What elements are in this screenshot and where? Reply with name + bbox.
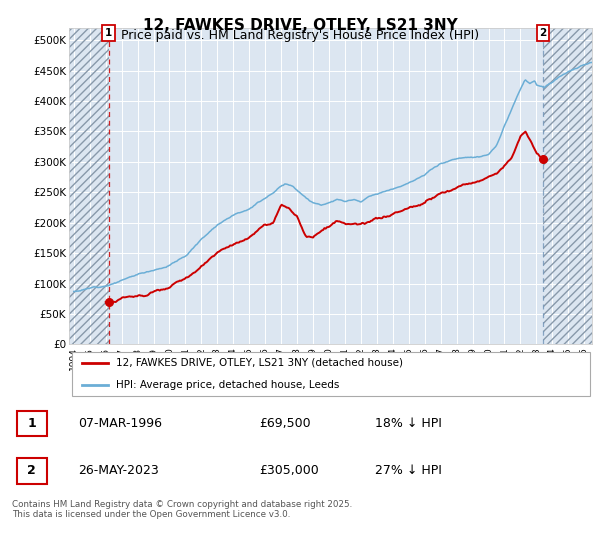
Text: £69,500: £69,500 — [260, 417, 311, 430]
Text: 27% ↓ HPI: 27% ↓ HPI — [375, 464, 442, 477]
Text: 1: 1 — [105, 28, 112, 38]
Text: 12, FAWKES DRIVE, OTLEY, LS21 3NY: 12, FAWKES DRIVE, OTLEY, LS21 3NY — [143, 18, 457, 33]
Text: 1: 1 — [27, 417, 36, 430]
Text: 26-MAY-2023: 26-MAY-2023 — [78, 464, 159, 477]
Text: 2: 2 — [539, 28, 547, 38]
Text: 2: 2 — [27, 464, 36, 477]
Text: Price paid vs. HM Land Registry's House Price Index (HPI): Price paid vs. HM Land Registry's House … — [121, 29, 479, 42]
FancyBboxPatch shape — [71, 352, 590, 396]
Text: 07-MAR-1996: 07-MAR-1996 — [78, 417, 162, 430]
Text: 12, FAWKES DRIVE, OTLEY, LS21 3NY (detached house): 12, FAWKES DRIVE, OTLEY, LS21 3NY (detac… — [116, 358, 403, 368]
Text: HPI: Average price, detached house, Leeds: HPI: Average price, detached house, Leed… — [116, 380, 340, 390]
Text: 18% ↓ HPI: 18% ↓ HPI — [375, 417, 442, 430]
Text: £305,000: £305,000 — [260, 464, 319, 477]
Bar — [69, 28, 109, 344]
Bar — [17, 458, 47, 484]
Bar — [17, 410, 47, 436]
Text: Contains HM Land Registry data © Crown copyright and database right 2025.
This d: Contains HM Land Registry data © Crown c… — [12, 500, 352, 519]
Bar — [543, 28, 592, 344]
